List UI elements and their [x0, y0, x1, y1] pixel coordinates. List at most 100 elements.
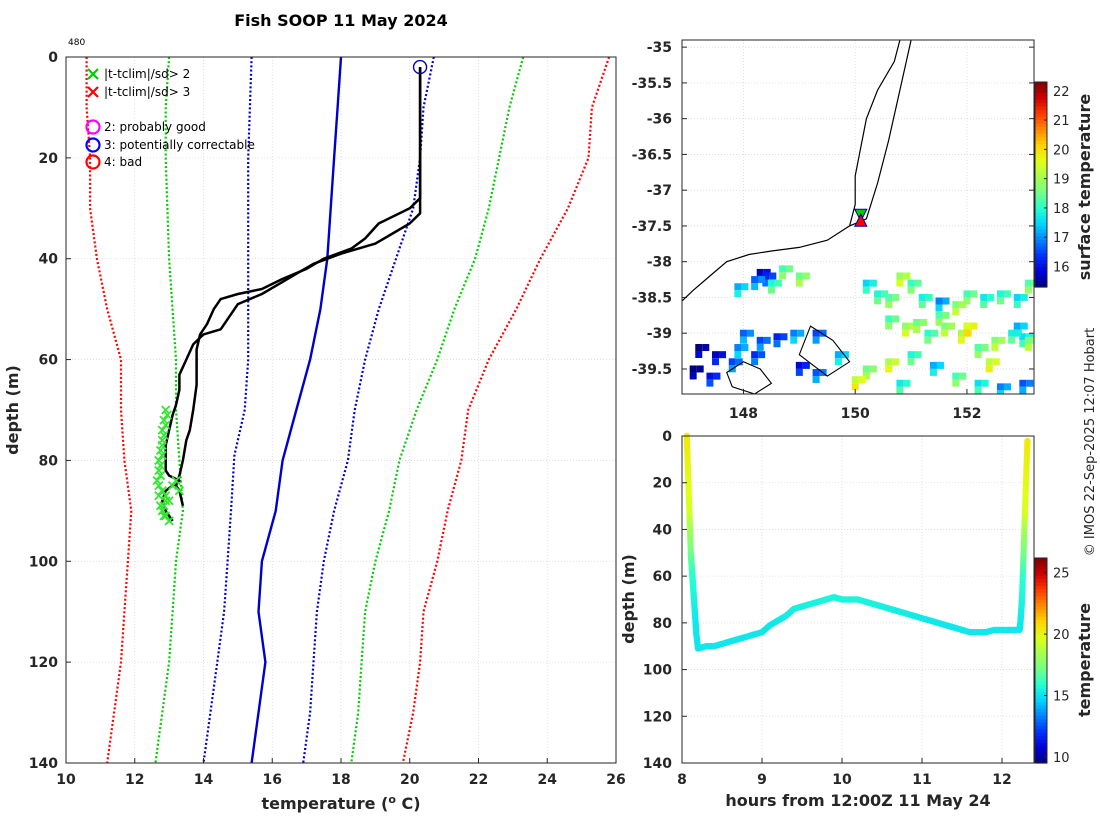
map-ytick-label: -35.5	[632, 76, 672, 92]
map-ytick-label: -37	[647, 183, 672, 199]
flag-x2-stroke	[161, 511, 171, 521]
sst-pixel	[885, 358, 893, 366]
flag-x2-stroke	[154, 491, 164, 501]
series-red-left	[85, 57, 133, 764]
flag-x2-stroke	[154, 455, 164, 466]
profile-ytick-label: 100	[29, 554, 58, 570]
colorbar-slice	[1035, 575, 1047, 580]
colorbar-slice	[1035, 612, 1047, 617]
colorbar-slice	[1035, 708, 1047, 713]
sst-pixel	[885, 365, 893, 373]
map-colorbar: 16 17 18 19 20 21 22	[1034, 81, 1070, 288]
colorbar-slice	[1035, 643, 1047, 648]
sst-pixel	[907, 286, 915, 294]
sst-pixel	[862, 365, 870, 373]
colorbar-slice	[1035, 745, 1047, 750]
colorbar-slice	[1035, 266, 1047, 271]
flag-x2-stroke	[157, 425, 167, 435]
sst-pixel	[918, 300, 926, 308]
sst-pixel	[1003, 383, 1011, 391]
sst-pixel	[1020, 293, 1028, 301]
flag-x2-marker	[159, 415, 169, 425]
sst-pixel	[734, 283, 742, 291]
sst-pixel	[734, 351, 742, 359]
sst-pixel	[762, 279, 770, 287]
colorbar-slice	[1035, 581, 1047, 586]
sst-pixel	[1013, 329, 1021, 337]
sst-pixel	[795, 279, 803, 287]
legend-x3-label: |t-tclim|/sd> 3	[104, 85, 190, 99]
flag-x2-stroke	[159, 430, 169, 440]
colorbar-slice	[1035, 749, 1047, 754]
colorbar-slice	[1035, 633, 1047, 638]
map-grid	[682, 40, 1034, 394]
series-green-left	[154, 56, 184, 764]
colorbar-slice	[1035, 622, 1047, 627]
profile-xtick-label: 12	[125, 772, 144, 788]
legend-x2-icon	[87, 68, 99, 80]
sst-pixel	[751, 276, 759, 284]
sst-pixel	[896, 279, 904, 287]
colorbar-slice	[1035, 739, 1047, 744]
colorbar-slice	[1035, 105, 1047, 110]
colorbar-slice	[1035, 252, 1047, 257]
colorbar-slice	[1035, 198, 1047, 203]
temperature-colorbar: 10 15 20 25	[1034, 557, 1070, 766]
profile-xtick-label: 16	[263, 772, 282, 788]
colorbar-slice	[1035, 728, 1047, 733]
profile-ytick-label: 80	[39, 453, 59, 469]
sst-pixel	[874, 297, 882, 305]
flag-x2-marker	[154, 491, 164, 501]
sst-pixel	[780, 333, 788, 341]
sst-pixel	[935, 297, 943, 305]
td-xtick-label: 11	[912, 772, 931, 788]
sst-pixel	[862, 286, 870, 294]
map-ticks: 148 150 152 -35 -35.5 -36 -36.5 -37 -37.5 -38 -38.…	[632, 40, 1034, 422]
colorbar-slice	[1035, 636, 1047, 641]
colorbar-slice	[1035, 259, 1047, 264]
sst-pixel	[981, 379, 989, 387]
colorbar-slice	[1035, 599, 1047, 604]
sst-pixel	[936, 361, 944, 369]
profile-ytick-label: 140	[29, 756, 58, 772]
sst-pixel	[931, 329, 939, 337]
sst-pixel	[1024, 286, 1032, 294]
map-panel: 148 150 152 -35 -35.5 -36 -36.5 -37 -37.5 -38 -38.…	[632, 39, 1094, 422]
sst-pixel	[739, 336, 747, 344]
sst-pixel	[812, 329, 820, 337]
colorbar-slice	[1035, 640, 1047, 645]
colorbar-frame	[1034, 557, 1048, 764]
sst-pixel	[779, 272, 787, 280]
colorbar-slice	[1035, 704, 1047, 709]
flag-x2-stroke	[161, 496, 171, 506]
colorbar-slice	[1035, 85, 1047, 90]
td-xtick-label: 12	[992, 772, 1011, 788]
legend-q3-label: 3: potentially correctable	[104, 138, 255, 152]
flag-x2-marker	[174, 486, 185, 496]
colorbar-slice	[1035, 670, 1047, 675]
colorbar-tick-label: 25	[1053, 567, 1070, 582]
colorbar-slice	[1035, 677, 1047, 682]
colorbar-slice	[1035, 215, 1047, 220]
sst-pixel	[992, 358, 1000, 366]
colorbar-slice	[1035, 112, 1047, 117]
colorbar-slice	[1035, 146, 1047, 151]
colorbar-slice	[1035, 143, 1047, 148]
profile-xtick-label: 10	[56, 772, 76, 788]
sst-pixel	[797, 329, 805, 337]
series-profile-down	[174, 67, 422, 507]
time-depth-ylabel: depth (m)	[619, 554, 638, 644]
sst-pixel	[896, 379, 904, 387]
flag-x2-marker	[161, 511, 171, 521]
colorbar-slice	[1035, 609, 1047, 614]
sst-pixel	[970, 322, 978, 330]
colorbar-slice	[1035, 694, 1047, 699]
sst-pixel	[751, 351, 759, 359]
colorbar-slice	[1035, 273, 1047, 278]
colorbar-slice	[1035, 650, 1047, 655]
sst-pixel	[908, 322, 916, 330]
colorbar-slice	[1035, 578, 1047, 583]
flag-x2-stroke	[157, 506, 167, 516]
colorbar-slice	[1035, 698, 1047, 703]
map-xtick-label: 150	[841, 406, 870, 422]
